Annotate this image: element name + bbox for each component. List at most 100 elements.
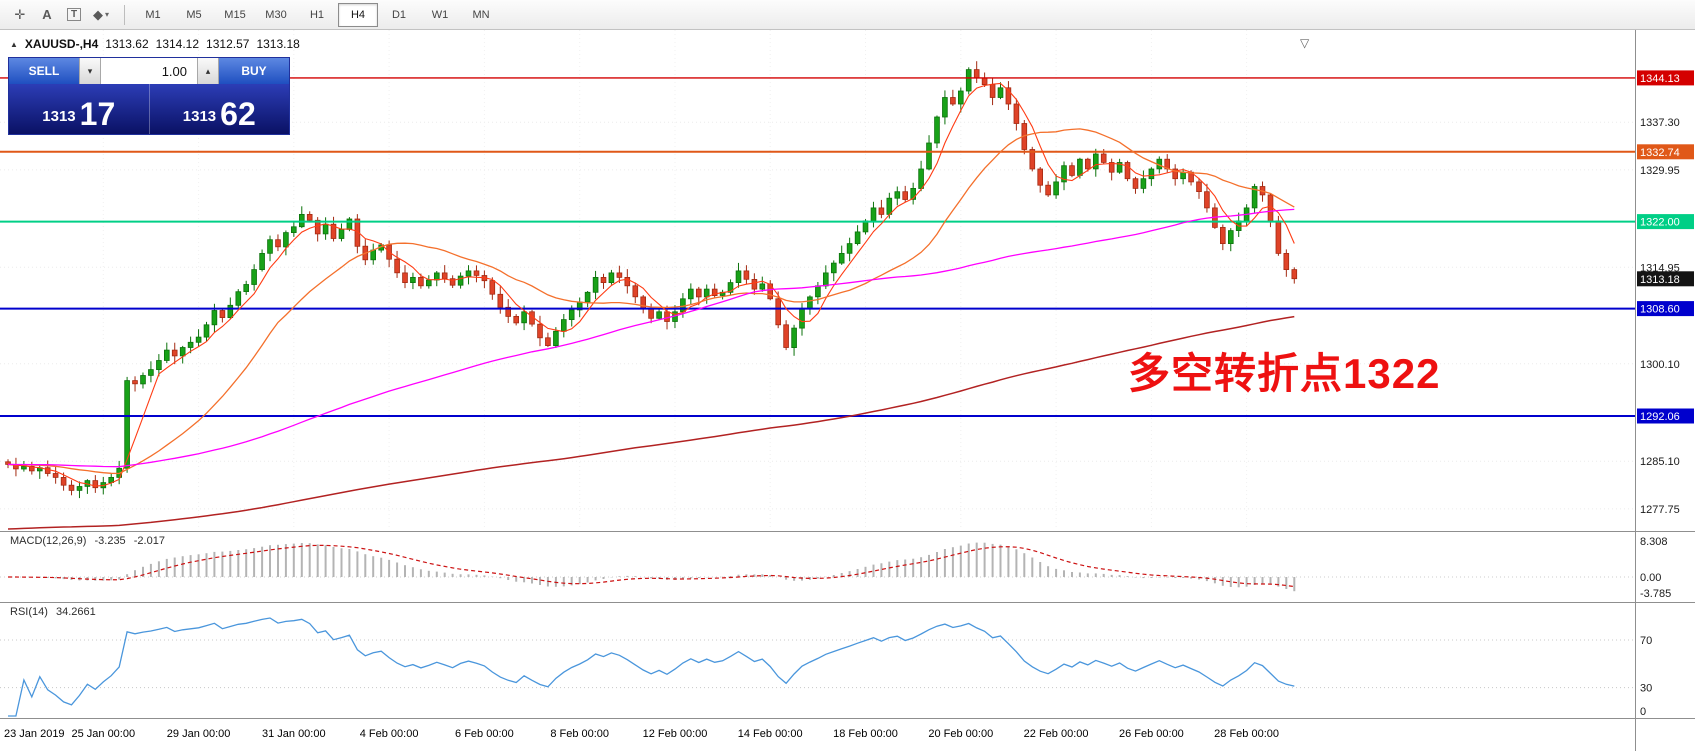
timeframe-h4[interactable]: H4 xyxy=(338,2,378,27)
price-level-tag xyxy=(1637,70,1694,86)
price-level-tag xyxy=(1637,271,1694,287)
macd-main-value: -3.235 xyxy=(94,535,126,547)
rsi-axis-label: 30 xyxy=(1640,683,1652,695)
price-axis-label: 1277.75 xyxy=(1640,504,1680,516)
chevron-up-icon: ▴ xyxy=(205,65,211,76)
shapes-tool-icon: ◆ xyxy=(92,6,103,22)
time-axis-label: 20 Feb 00:00 xyxy=(928,728,993,740)
macd-panel xyxy=(0,542,1636,592)
macd-axis-label: 0.00 xyxy=(1640,572,1661,584)
rsi-axis-label: 0 xyxy=(1640,706,1646,718)
macd-axis-label: -3.785 xyxy=(1640,588,1671,600)
price-axis-label: 1285.10 xyxy=(1640,456,1680,468)
time-axis-label: 31 Jan 00:00 xyxy=(262,728,326,740)
price-level-tag xyxy=(1637,144,1694,160)
timeframe-m1[interactable]: M1 xyxy=(145,8,161,21)
time-axis-label: 22 Feb 00:00 xyxy=(1024,728,1089,740)
time-axis-label: 23 Jan 2019 xyxy=(4,728,65,740)
timeframe-w1[interactable]: W1 xyxy=(431,8,449,21)
rsi-header: RSI(14) 34.2661 xyxy=(10,606,101,618)
sell-price-pips: 17 xyxy=(79,95,116,132)
ma-fast-line xyxy=(7,82,1295,487)
toolbar: ✛ A T ◆ ▾ M1 M5 M15 M30 H1 H4 D1 W1 MN xyxy=(0,0,1695,30)
volume-input[interactable] xyxy=(101,58,197,84)
chart-shift-marker-icon[interactable]: ▽ xyxy=(1300,36,1310,50)
buy-price-pips: 62 xyxy=(220,95,256,132)
shapes-tool[interactable]: ◆ ▾ xyxy=(89,3,113,27)
bar-open-value: 1313.62 xyxy=(105,37,149,51)
timeframe-h1[interactable]: H1 xyxy=(309,8,325,21)
price-level-tag-label: 1344.13 xyxy=(1640,73,1680,85)
crosshair-tool-icon: ✛ xyxy=(14,6,26,22)
sell-price-button[interactable]: 1313 17 xyxy=(9,84,149,134)
rsi-axis-label: 70 xyxy=(1640,635,1652,647)
time-axis-label: 28 Feb 00:00 xyxy=(1214,728,1279,740)
price-level-tag xyxy=(1637,408,1694,424)
buy-price-main: 1313 xyxy=(182,108,217,125)
time-axis[interactable]: 23 Jan 2019 25 Jan 00:00 29 Jan 00:00 31 Ja… xyxy=(4,728,1279,740)
time-axis-label: 8 Feb 00:00 xyxy=(550,728,609,740)
trade-panel-collapse-icon[interactable]: ▲ xyxy=(10,39,18,49)
label-tool[interactable]: A xyxy=(35,3,59,27)
timeframe-mn[interactable]: MN xyxy=(472,8,490,21)
macd-axis-label: 8.308 xyxy=(1640,536,1668,548)
chart-header: ▲ XAUUSD-,H4 1313.62 1314.12 1312.57 131… xyxy=(10,37,300,51)
time-axis-label: 12 Feb 00:00 xyxy=(643,728,708,740)
text-tool-icon: T xyxy=(66,8,82,21)
toolbar-separator xyxy=(124,4,125,25)
timeframe-d1[interactable]: D1 xyxy=(391,8,407,21)
crosshair-tool[interactable]: ✛ xyxy=(8,3,32,27)
ma-slow-line xyxy=(7,315,1295,530)
trade-panel-price-row: 1313 17 1313 62 xyxy=(9,84,289,134)
symbol-period-label: XAUUSD-,H4 xyxy=(24,37,99,51)
text-annotation[interactable]: 多空转折点1322 xyxy=(1128,350,1441,397)
time-axis-label: 25 Jan 00:00 xyxy=(71,728,135,740)
macd-signal-line xyxy=(8,544,1295,588)
timeframe-buttons: M1 M5 M15 M30 H1 H4 D1 W1 MN xyxy=(133,2,502,27)
price-level-tag-label: 1322.00 xyxy=(1640,217,1680,229)
text-tool[interactable]: T xyxy=(62,3,86,27)
rsi-line xyxy=(8,617,1295,717)
buy-price-button[interactable]: 1313 62 xyxy=(148,84,290,134)
bar-close-value: 1313.18 xyxy=(256,37,300,51)
price-level-tag-label: 1332.74 xyxy=(1640,147,1680,159)
chevron-down-icon: ▾ xyxy=(104,10,109,19)
timeframe-m5[interactable]: M5 xyxy=(186,8,202,21)
volume-increase-button[interactable]: ▴ xyxy=(197,58,219,84)
time-axis-label: 14 Feb 00:00 xyxy=(738,728,803,740)
timeframe-m30[interactable]: M30 xyxy=(265,8,287,21)
sell-button[interactable]: SELL xyxy=(9,58,79,84)
one-click-trade-panel: SELL ▾ ▴ BUY 1313 17 1313 62 xyxy=(8,57,290,135)
toolbar-tools: ✛ A T ◆ ▾ xyxy=(8,3,116,27)
volume-decrease-button[interactable]: ▾ xyxy=(79,58,101,84)
price-level-tag xyxy=(1637,214,1694,230)
bar-low-value: 1312.57 xyxy=(206,37,250,51)
rsi-name-label: RSI(14) xyxy=(10,606,48,618)
price-axis[interactable]: 1337.301329.951314.951300.101285.101277.… xyxy=(1637,70,1694,718)
rsi-panel xyxy=(0,617,1636,717)
ma-magenta-line xyxy=(7,208,1295,468)
rsi-value: 34.2661 xyxy=(55,606,96,618)
time-axis-label: 29 Jan 00:00 xyxy=(167,728,231,740)
sell-price-main: 1313 xyxy=(42,108,76,125)
price-level-tag xyxy=(1637,301,1694,317)
price-level-tag-label: 1292.06 xyxy=(1640,411,1680,423)
price-axis-label: 1337.30 xyxy=(1640,117,1680,129)
price-axis-label: 1300.10 xyxy=(1640,359,1680,371)
buy-button[interactable]: BUY xyxy=(219,58,289,84)
time-axis-label: 6 Feb 00:00 xyxy=(455,728,514,740)
bar-high-value: 1314.12 xyxy=(155,37,200,51)
panel-separators[interactable] xyxy=(0,30,1695,751)
trade-panel-top-row: SELL ▾ ▴ BUY xyxy=(9,58,289,84)
macd-name-label: MACD(12,26,9) xyxy=(10,535,87,547)
chevron-down-icon: ▾ xyxy=(87,65,93,76)
price-axis-label: 1329.95 xyxy=(1640,165,1680,177)
price-level-tag-label: 1313.18 xyxy=(1640,274,1680,286)
time-axis-label: 26 Feb 00:00 xyxy=(1119,728,1184,740)
time-axis-label: 18 Feb 00:00 xyxy=(833,728,898,740)
ma-mid-line xyxy=(7,128,1295,475)
price-level-tag-label: 1308.60 xyxy=(1640,304,1680,316)
timeframe-m15[interactable]: M15 xyxy=(224,8,246,21)
